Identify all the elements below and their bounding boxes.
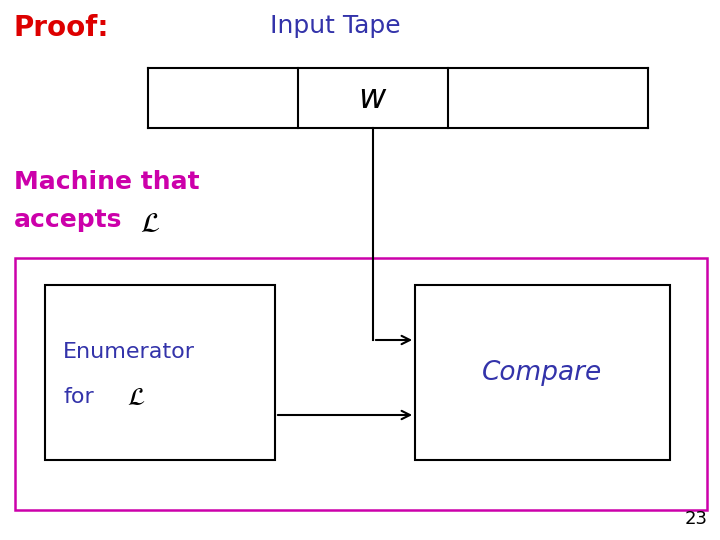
Bar bbox=[15, 258, 707, 510]
Text: $\mathit{w}$: $\mathit{w}$ bbox=[359, 82, 387, 114]
Text: Enumerator: Enumerator bbox=[63, 341, 195, 361]
Text: for: for bbox=[63, 387, 94, 407]
Text: $\mathcal{L}$: $\mathcal{L}$ bbox=[140, 210, 160, 238]
Text: 23: 23 bbox=[685, 510, 708, 528]
Text: $\mathcal{L}$: $\mathcal{L}$ bbox=[127, 386, 145, 410]
Text: Proof:: Proof: bbox=[14, 14, 109, 42]
Bar bbox=[415, 285, 670, 460]
Text: accepts: accepts bbox=[14, 208, 122, 232]
Text: Compare: Compare bbox=[482, 360, 603, 386]
Bar bbox=[45, 285, 275, 460]
Text: Machine that: Machine that bbox=[14, 170, 199, 194]
Text: Input Tape: Input Tape bbox=[270, 14, 400, 38]
